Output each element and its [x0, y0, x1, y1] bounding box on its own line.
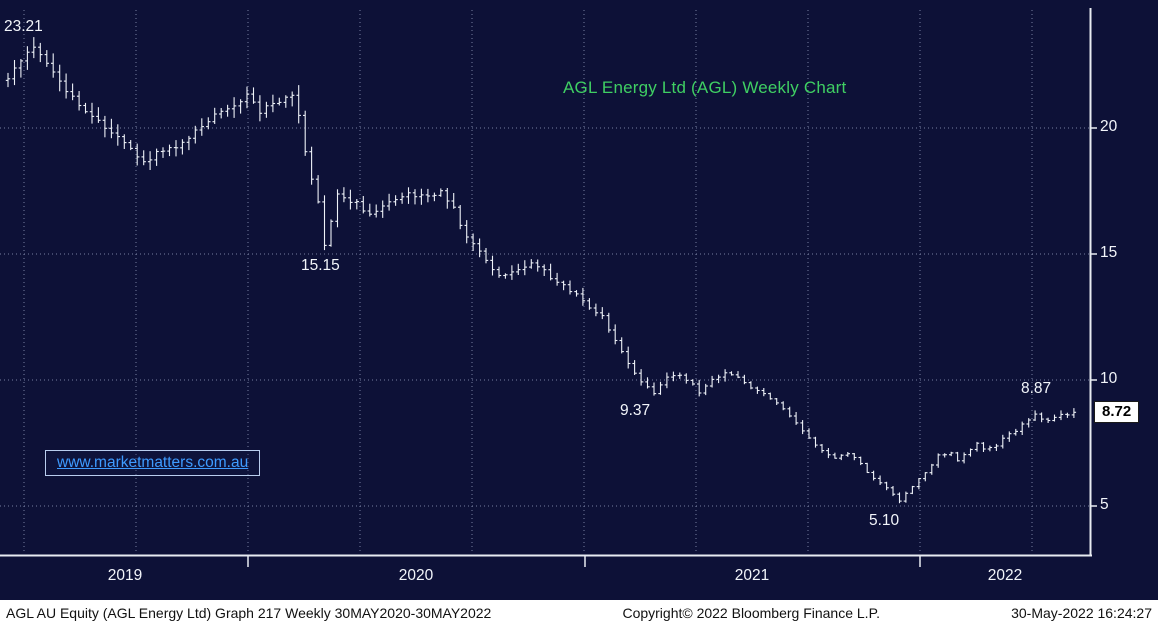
y-axis-label: 10 [1100, 370, 1118, 387]
price-annotation-high: 8.87 [1021, 380, 1052, 397]
chart-title: AGL Energy Ltd (AGL) Weekly Chart [563, 78, 847, 97]
x-axis-label-2021: 2021 [734, 567, 770, 584]
x-axis-label-2019: 2019 [107, 567, 143, 584]
last-price-badge: 8.72 [1094, 401, 1140, 423]
x-axis-label-2022: 2022 [987, 567, 1023, 584]
y-axis-label: 15 [1100, 244, 1118, 261]
ohlc-bars [5, 37, 1077, 504]
timestamp: 30-May-2022 16:24:27 [1011, 605, 1152, 621]
price-annotation-low: 15.15 [301, 257, 340, 274]
security-description: AGL AU Equity (AGL Energy Ltd) Graph 217… [6, 605, 492, 621]
price-annotation-low: 5.10 [869, 512, 900, 529]
marketmatters-link[interactable]: www.marketmatters.com.au [45, 450, 261, 476]
x-axis-label-2020: 2020 [398, 567, 434, 584]
y-axis-label: 20 [1100, 118, 1118, 135]
y-axis-label: 5 [1100, 496, 1109, 513]
price-annotation-low: 9.37 [620, 402, 651, 419]
price-annotation-high: 23.21 [4, 18, 43, 35]
copyright-text: Copyright© 2022 Bloomberg Finance L.P. [622, 605, 880, 621]
status-bar: AGL AU Equity (AGL Energy Ltd) Graph 217… [0, 600, 1158, 626]
